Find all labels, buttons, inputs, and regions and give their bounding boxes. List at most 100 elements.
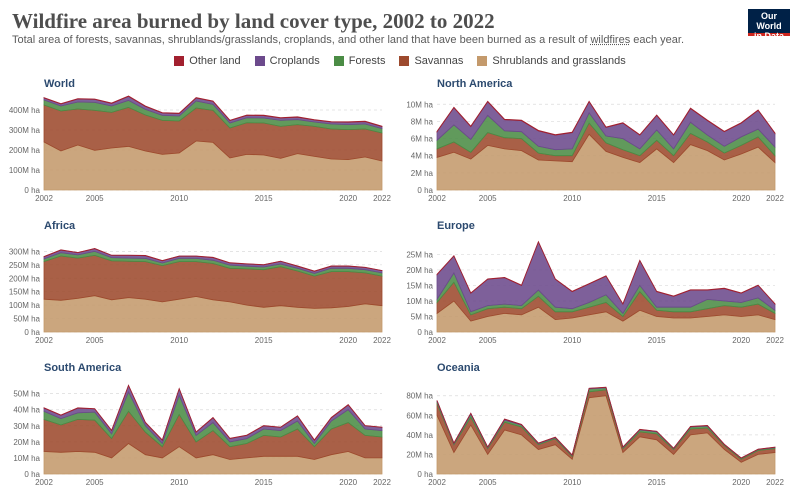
x-tick-label: 2005 xyxy=(86,194,104,203)
wildfires-link[interactable]: wildfires xyxy=(590,34,631,46)
x-tick-label: 2005 xyxy=(86,336,104,345)
area-other-land[interactable] xyxy=(436,240,776,306)
y-tick-label: 200M ha xyxy=(9,146,41,155)
x-tick-label: 2015 xyxy=(648,336,666,345)
y-tick-label: 300M ha xyxy=(9,247,41,256)
y-tick-label: 300M ha xyxy=(9,126,41,135)
subtitle-end: each year. xyxy=(630,34,685,46)
chart-panel: World 0 ha 100M ha 200M ha 300M ha 400M ha 200… xyxy=(9,78,392,203)
y-tick-label: 6M ha xyxy=(411,135,434,144)
area-other-land[interactable] xyxy=(43,247,383,272)
x-tick-label: 2010 xyxy=(563,194,581,203)
owid-logo[interactable]: Our World in Data xyxy=(748,9,790,41)
y-tick-label: 0 ha xyxy=(24,186,40,195)
y-tick-label: 60M ha xyxy=(406,411,433,420)
x-tick-label: 2015 xyxy=(255,336,273,345)
x-tick-label: 2015 xyxy=(648,478,666,487)
x-tick-label: 2005 xyxy=(479,336,497,345)
legend-label: Other land xyxy=(189,55,241,67)
y-tick-label: 100M ha xyxy=(9,166,41,175)
x-tick-label: 2022 xyxy=(373,336,391,345)
x-tick-label: 2005 xyxy=(86,478,104,487)
panel-title: Europe xyxy=(437,220,475,232)
y-tick-label: 15M ha xyxy=(406,281,433,290)
y-tick-label: 10M ha xyxy=(406,297,433,306)
y-tick-label: 2M ha xyxy=(411,169,434,178)
y-tick-label: 50M ha xyxy=(13,390,40,399)
legend-item[interactable]: Savannas xyxy=(399,55,463,67)
y-tick-label: 40M ha xyxy=(13,406,40,415)
x-tick-label: 2020 xyxy=(732,336,750,345)
legend-item[interactable]: Other land xyxy=(174,55,241,67)
legend: Other land Croplands Forests Savannas Shrubl… xyxy=(0,55,800,67)
x-tick-label: 2002 xyxy=(428,478,446,487)
y-tick-label: 10M ha xyxy=(406,100,433,109)
y-tick-label: 40M ha xyxy=(406,431,433,440)
legend-swatch xyxy=(477,56,488,66)
y-tick-label: 20M ha xyxy=(406,450,433,459)
area-other-land[interactable] xyxy=(436,386,776,459)
y-tick-label: 0 ha xyxy=(24,328,40,337)
y-tick-label: 5M ha xyxy=(411,312,434,321)
legend-item[interactable]: Croplands xyxy=(254,55,320,67)
x-tick-label: 2020 xyxy=(339,478,357,487)
x-tick-label: 2022 xyxy=(373,194,391,203)
panel-title: Oceania xyxy=(437,362,481,374)
x-tick-label: 2015 xyxy=(648,194,666,203)
x-tick-label: 2002 xyxy=(35,336,53,345)
x-tick-label: 2020 xyxy=(339,336,357,345)
x-tick-label: 2002 xyxy=(35,478,53,487)
x-tick-label: 2010 xyxy=(563,478,581,487)
panel-title: World xyxy=(44,78,75,90)
legend-swatch xyxy=(399,56,410,66)
y-tick-label: 8M ha xyxy=(411,117,434,126)
y-tick-label: 0 ha xyxy=(417,186,433,195)
x-tick-label: 2022 xyxy=(766,336,784,345)
area-other-land[interactable] xyxy=(43,95,383,128)
y-tick-label: 10M ha xyxy=(13,454,40,463)
legend-label: Shrublands and grasslands xyxy=(492,55,626,67)
y-tick-label: 30M ha xyxy=(13,422,40,431)
legend-swatch xyxy=(333,56,344,66)
legend-swatch xyxy=(254,56,265,66)
logo-line2: in Data xyxy=(753,31,784,41)
legend-label: Savannas xyxy=(414,55,464,67)
y-tick-label: 50M ha xyxy=(13,315,40,324)
panel-title: North America xyxy=(437,78,513,90)
x-tick-label: 2002 xyxy=(428,336,446,345)
x-tick-label: 2015 xyxy=(255,194,273,203)
area-other-land[interactable] xyxy=(436,100,776,136)
chart-panel: North America 0 ha 2M ha 4M ha 6M ha 8M ha 10M… xyxy=(406,78,784,203)
y-tick-label: 100M ha xyxy=(9,301,41,310)
x-tick-label: 2010 xyxy=(170,336,188,345)
area-other-land[interactable] xyxy=(43,384,383,442)
x-tick-label: 2010 xyxy=(563,336,581,345)
logo-line1: Our World xyxy=(756,11,782,31)
y-tick-label: 200M ha xyxy=(9,274,41,283)
x-tick-label: 2015 xyxy=(255,478,273,487)
chart-title: Wildfire area burned by land cover type,… xyxy=(12,9,495,33)
y-tick-label: 400M ha xyxy=(9,106,41,115)
y-tick-label: 0 ha xyxy=(417,328,433,337)
y-tick-label: 250M ha xyxy=(9,261,41,270)
x-tick-label: 2020 xyxy=(732,478,750,487)
y-tick-label: 20M ha xyxy=(406,266,433,275)
x-tick-label: 2010 xyxy=(170,194,188,203)
legend-item[interactable]: Forests xyxy=(333,55,385,67)
chart-panel: Oceania 0 ha 20M ha 40M ha 60M ha 80M ha 2002 2… xyxy=(406,362,784,487)
legend-swatch xyxy=(174,56,185,66)
x-tick-label: 2022 xyxy=(766,478,784,487)
x-tick-label: 2005 xyxy=(479,478,497,487)
panel-title: Africa xyxy=(44,220,76,232)
x-tick-label: 2002 xyxy=(428,194,446,203)
x-tick-label: 2022 xyxy=(766,194,784,203)
subtitle-text: Total area of forests, savannas, shrubla… xyxy=(12,34,591,46)
panel-title: South America xyxy=(44,362,122,374)
y-tick-label: 20M ha xyxy=(13,438,40,447)
x-tick-label: 2022 xyxy=(373,478,391,487)
legend-label: Croplands xyxy=(269,55,320,67)
y-tick-label: 0 ha xyxy=(417,470,433,479)
y-tick-label: 150M ha xyxy=(9,288,41,297)
legend-item[interactable]: Shrublands and grasslands xyxy=(477,55,626,67)
